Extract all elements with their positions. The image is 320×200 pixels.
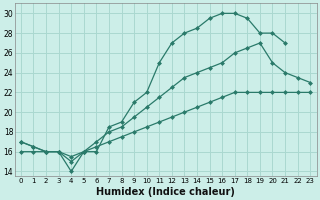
X-axis label: Humidex (Indice chaleur): Humidex (Indice chaleur) xyxy=(96,187,235,197)
